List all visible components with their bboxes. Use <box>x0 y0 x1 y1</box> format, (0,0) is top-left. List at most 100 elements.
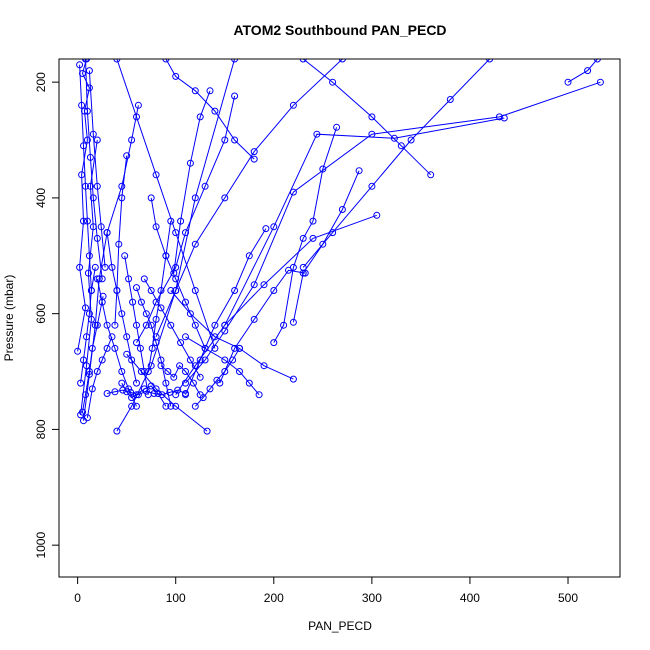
data-point <box>108 333 116 341</box>
data-point <box>85 310 93 318</box>
series-line <box>80 267 96 384</box>
data-point <box>221 136 229 144</box>
data-point <box>191 287 199 294</box>
series-line <box>80 139 98 415</box>
data-point <box>182 229 189 237</box>
data-point <box>85 368 93 375</box>
series-line <box>273 127 338 343</box>
data-point <box>83 107 91 115</box>
data-point <box>133 284 140 292</box>
data-point <box>118 182 126 190</box>
series-39 <box>121 252 152 399</box>
data-point <box>213 376 221 384</box>
data-point <box>142 321 150 329</box>
data-point <box>80 142 87 150</box>
series-line <box>302 59 432 176</box>
y-tick-label: 600 <box>34 303 48 323</box>
data-point <box>148 344 156 352</box>
data-point <box>111 388 119 396</box>
data-point <box>82 59 89 63</box>
data-point <box>221 368 229 375</box>
data-point <box>182 298 189 306</box>
data-point <box>201 182 209 190</box>
data-point <box>84 269 92 277</box>
data-point <box>123 350 131 358</box>
data-point <box>79 70 86 77</box>
series-33 <box>152 59 346 341</box>
chart-title: ATOM2 Southbound PAN_PECD <box>233 22 446 38</box>
series-32 <box>113 59 219 352</box>
series-36 <box>564 59 601 86</box>
data-point <box>111 344 119 352</box>
data-point <box>172 287 180 294</box>
series-line <box>85 59 103 279</box>
data-point <box>91 321 99 329</box>
y-axis-label: Pressure (mbar) <box>2 275 16 362</box>
data-point <box>108 263 116 271</box>
series-34 <box>299 59 435 179</box>
data-point <box>113 287 121 294</box>
series-20 <box>103 229 140 387</box>
series-37 <box>182 333 263 399</box>
data-point <box>270 287 278 294</box>
series-line <box>86 336 113 418</box>
data-point <box>111 321 119 329</box>
data-point <box>140 275 148 283</box>
series-line <box>224 117 505 326</box>
data-point <box>355 167 363 175</box>
series-12 <box>162 59 258 163</box>
data-point <box>83 136 91 144</box>
data-point <box>113 427 121 435</box>
data-point <box>309 217 317 225</box>
data-point <box>98 356 106 364</box>
series-line <box>116 59 216 349</box>
data-point <box>196 391 204 399</box>
data-point <box>231 92 239 100</box>
data-point <box>88 344 96 352</box>
data-point <box>211 333 219 341</box>
y-tick-label: 200 <box>34 72 48 92</box>
data-point <box>79 408 86 416</box>
series-7 <box>221 114 508 329</box>
data-point <box>299 234 307 242</box>
x-tick-label: 300 <box>362 591 382 605</box>
data-point <box>137 298 145 306</box>
data-point <box>115 240 123 248</box>
data-point <box>182 333 189 341</box>
series-line <box>116 59 236 432</box>
data-point <box>140 368 148 375</box>
series-line <box>143 278 201 378</box>
data-point <box>93 136 101 144</box>
data-point <box>147 287 155 294</box>
data-point <box>245 379 253 387</box>
data-point <box>83 217 91 225</box>
series-15 <box>182 225 270 399</box>
data-point <box>368 113 376 121</box>
data-point <box>229 356 237 364</box>
series-line <box>147 221 172 372</box>
data-point <box>86 153 94 161</box>
series-8 <box>172 211 381 399</box>
data-point <box>172 275 180 283</box>
data-point <box>101 263 109 271</box>
data-point <box>167 402 175 410</box>
data-point <box>134 101 142 109</box>
series-6 <box>182 78 604 387</box>
data-point <box>103 344 111 352</box>
data-point <box>123 152 131 160</box>
data-point <box>500 114 508 122</box>
data-point <box>80 217 87 225</box>
data-point <box>167 287 175 294</box>
series-18 <box>147 194 209 352</box>
data-point <box>250 155 258 163</box>
data-point <box>167 321 175 329</box>
data-point <box>172 72 180 80</box>
series-line <box>106 232 137 384</box>
series-line <box>79 64 92 291</box>
data-point <box>157 304 165 312</box>
data-point <box>596 78 604 86</box>
data-point <box>176 362 184 370</box>
series-line <box>567 59 598 83</box>
data-point <box>76 61 84 69</box>
data-point <box>397 142 405 150</box>
